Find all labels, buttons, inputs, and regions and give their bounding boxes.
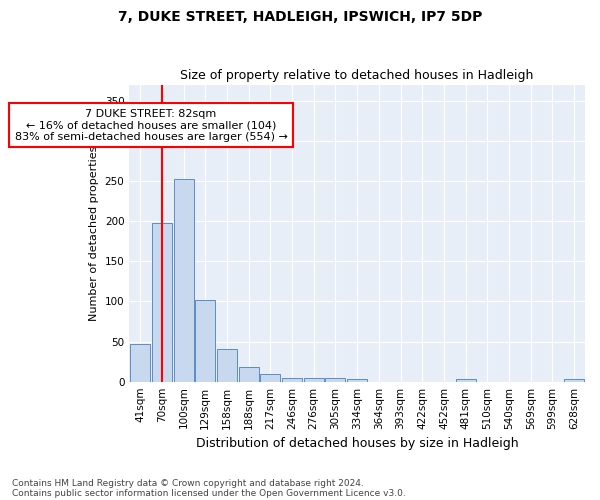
Bar <box>239 367 259 382</box>
Title: Size of property relative to detached houses in Hadleigh: Size of property relative to detached ho… <box>181 69 534 82</box>
Y-axis label: Number of detached properties: Number of detached properties <box>89 146 99 321</box>
Text: 7, DUKE STREET, HADLEIGH, IPSWICH, IP7 5DP: 7, DUKE STREET, HADLEIGH, IPSWICH, IP7 5… <box>118 10 482 24</box>
Text: Contains public sector information licensed under the Open Government Licence v3: Contains public sector information licen… <box>12 488 406 498</box>
Bar <box>260 374 280 382</box>
Bar <box>217 349 237 382</box>
X-axis label: Distribution of detached houses by size in Hadleigh: Distribution of detached houses by size … <box>196 437 518 450</box>
Bar <box>152 224 172 382</box>
Bar <box>304 378 324 382</box>
Bar <box>195 300 215 382</box>
Bar <box>173 178 194 382</box>
Text: Contains HM Land Registry data © Crown copyright and database right 2024.: Contains HM Land Registry data © Crown c… <box>12 478 364 488</box>
Bar <box>282 378 302 382</box>
Bar <box>455 380 476 382</box>
Bar <box>564 380 584 382</box>
Text: 7 DUKE STREET: 82sqm
← 16% of detached houses are smaller (104)
83% of semi-deta: 7 DUKE STREET: 82sqm ← 16% of detached h… <box>14 108 287 142</box>
Bar <box>130 344 150 382</box>
Bar <box>325 378 346 382</box>
Bar <box>347 380 367 382</box>
